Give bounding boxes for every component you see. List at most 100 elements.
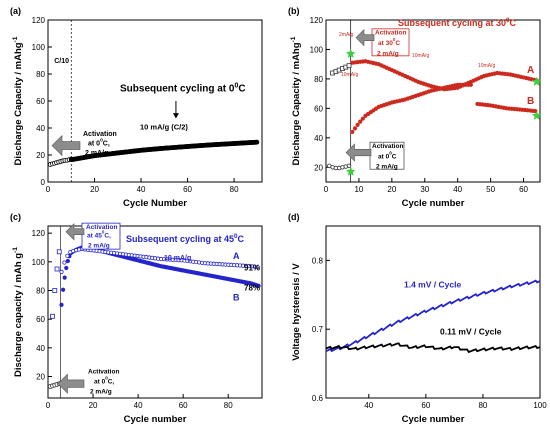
activation-text: Activation bbox=[86, 224, 117, 231]
y-tick-label: 100 bbox=[32, 258, 46, 267]
panel-d: 40 60 80 100 0.6 0.7 0.8 Cycle number Voltage hy… bbox=[288, 212, 547, 425]
star-marker bbox=[345, 48, 356, 58]
activation-text: Activation bbox=[372, 143, 403, 150]
x-tick-label: 40 bbox=[364, 401, 373, 410]
series-B-point bbox=[355, 122, 360, 127]
x-tick-label: 10 bbox=[354, 185, 363, 194]
star-marker bbox=[531, 110, 542, 120]
x-tick-label: 60 bbox=[421, 401, 430, 410]
x-tick-label: 50 bbox=[486, 185, 495, 194]
y-axis-label: Discharge Capacity / mAhg-1 bbox=[12, 36, 24, 165]
rate-label: 10mA/g bbox=[478, 63, 495, 69]
y-tick-label: 0.6 bbox=[312, 394, 324, 403]
y-tick-label: 60 bbox=[314, 104, 323, 113]
x-tick-label: 80 bbox=[478, 401, 487, 410]
star-marker bbox=[531, 76, 542, 86]
data-point bbox=[254, 139, 260, 145]
x-tick-label: 0 bbox=[46, 401, 51, 410]
activation-text: at 00C, bbox=[88, 138, 110, 148]
x-tick-label: 30 bbox=[420, 185, 429, 194]
series-A-point bbox=[59, 269, 64, 274]
y-tick-label: 60 bbox=[36, 97, 45, 106]
chart-title: Subsequent cycling at 450C bbox=[126, 233, 245, 244]
activation-text: 2 mA/g bbox=[90, 389, 112, 396]
rate-label: 10mA/g bbox=[412, 53, 429, 59]
activation-arrow bbox=[355, 28, 375, 47]
activation-text: at 00C, bbox=[94, 376, 114, 386]
star-marker bbox=[345, 166, 356, 176]
series-B-point bbox=[60, 287, 66, 292]
series-blue-line bbox=[325, 279, 541, 353]
activation-30C-point bbox=[346, 63, 352, 69]
y-tick-label: 120 bbox=[310, 16, 324, 25]
chart-title: Subsequent cycling at 300C bbox=[398, 17, 517, 28]
y-tick-label: 80 bbox=[36, 70, 45, 79]
series-B-point bbox=[468, 82, 473, 87]
activation-arrow bbox=[65, 223, 85, 241]
x-axis-label: Cycle number bbox=[402, 414, 465, 425]
y-axis-label: Voltage hysteresis / V bbox=[291, 263, 302, 361]
y-tick-label: 100 bbox=[310, 45, 324, 54]
x-axis-label: Cycle Number bbox=[123, 198, 187, 209]
activation-0C-point bbox=[346, 163, 352, 168]
y-tick-label: 100 bbox=[32, 43, 46, 52]
series-B-label: B bbox=[527, 96, 534, 107]
y-tick-label: 0.8 bbox=[312, 256, 324, 265]
activation-text: at 00C bbox=[378, 150, 397, 160]
arrow-head bbox=[172, 113, 179, 119]
y-tick-label: 120 bbox=[32, 16, 46, 25]
panel-label: (b) bbox=[288, 6, 300, 16]
x-tick-label: 80 bbox=[224, 401, 233, 410]
retention-A: 91% bbox=[244, 263, 260, 272]
series-B-point bbox=[62, 275, 67, 280]
y-tick-label: 80 bbox=[314, 75, 323, 84]
y-tick-label: 40 bbox=[314, 134, 323, 143]
activation-text: at 450C, bbox=[87, 229, 111, 239]
series-B-point bbox=[358, 119, 363, 124]
series-B-label: B bbox=[233, 293, 240, 303]
x-axis-label: Cycle number bbox=[402, 198, 465, 209]
y-tick-label: 20 bbox=[36, 373, 45, 382]
activation-box bbox=[371, 28, 410, 57]
x-tick-label: 0 bbox=[46, 185, 51, 194]
x-tick-label: 60 bbox=[183, 185, 192, 194]
activation-45C-point bbox=[50, 313, 55, 319]
series-B-point bbox=[350, 129, 355, 135]
activation-text: Activation bbox=[375, 30, 406, 37]
activation-text: 2 mA/g bbox=[377, 50, 399, 57]
x-tick-label: 100 bbox=[533, 401, 547, 410]
panel-a: 0 20 40 60 80 0 20 40 60 80 100 120 Cycle Number Disc… bbox=[10, 6, 263, 209]
x-tick-label: 20 bbox=[90, 185, 99, 194]
panel-label: (a) bbox=[10, 6, 21, 16]
y-tick-label: 20 bbox=[314, 163, 323, 172]
panel-label: (d) bbox=[288, 212, 300, 222]
activation-text: at 300C bbox=[378, 37, 400, 47]
y-tick-label: 20 bbox=[36, 151, 45, 160]
activation-45C-point bbox=[54, 266, 60, 272]
activation-45C-point bbox=[52, 288, 58, 293]
y-axis-label: Discharge Capacity / mAhg-1 bbox=[290, 36, 302, 165]
x-tick-label: 60 bbox=[179, 401, 188, 410]
rate-label: 2mA/g bbox=[339, 32, 354, 38]
x-tick-label: 40 bbox=[453, 185, 462, 194]
x-tick-label: 20 bbox=[89, 401, 98, 410]
plot-frame bbox=[325, 19, 541, 183]
y-tick-label: 0 bbox=[41, 178, 46, 187]
series-B-point bbox=[59, 302, 64, 307]
activation-text: Activation bbox=[83, 131, 117, 138]
activation-text: 2 mA/g bbox=[88, 243, 110, 250]
plot-frame bbox=[325, 225, 541, 399]
x-tick-label: 40 bbox=[134, 401, 143, 410]
series-A-label: A bbox=[233, 251, 240, 261]
y-tick-label: 0.7 bbox=[312, 325, 324, 334]
y-axis-label: Discharge capacity / mAh g-1 bbox=[12, 247, 24, 377]
y-tick-label: 40 bbox=[36, 124, 45, 133]
plot-frame bbox=[47, 225, 263, 399]
chart-title: Subsequent cycling at 00C bbox=[120, 83, 246, 95]
series-B-point bbox=[256, 283, 261, 288]
x-tick-label: 20 bbox=[387, 185, 396, 194]
activation-text: 2 mA/g bbox=[85, 150, 108, 157]
series-B-point bbox=[352, 126, 358, 131]
activation-45C-point bbox=[56, 249, 62, 255]
